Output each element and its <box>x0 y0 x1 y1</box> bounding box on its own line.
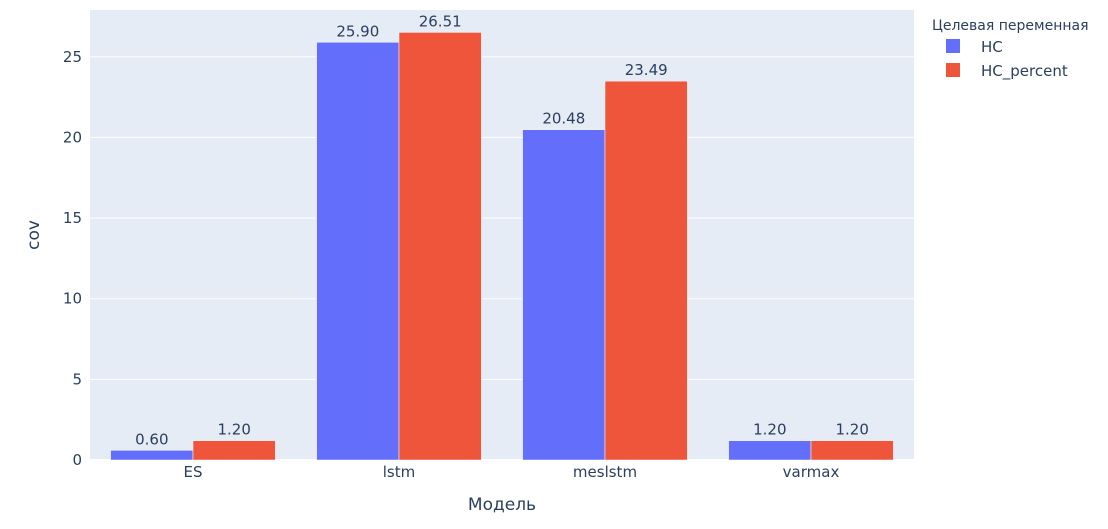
bar-HC_percent-meslstm[interactable] <box>604 80 688 461</box>
x-tick-label: lstm <box>383 463 415 481</box>
legend-swatch-HC_percent[interactable] <box>946 63 960 77</box>
bar-HC-meslstm[interactable] <box>522 129 606 461</box>
legend[interactable]: Целевая переменная HC HC_percent <box>932 18 1089 81</box>
y-tick-label: 25 <box>63 48 82 66</box>
bar-value-label: 1.20 <box>753 421 786 439</box>
bar-HC-ES[interactable] <box>110 450 194 461</box>
x-tick-label: meslstm <box>573 463 637 481</box>
y-tick-label: 10 <box>63 290 82 308</box>
bar-HC_percent-lstm[interactable] <box>398 32 482 461</box>
bar-labels: 0.60 1.20 25.90 26.51 20.48 23.49 1.20 1.20 <box>135 12 869 448</box>
bar-HC-lstm[interactable] <box>316 42 400 461</box>
x-axis-title: Модель <box>468 495 536 515</box>
y-axis-title: cov <box>24 220 44 250</box>
bar-value-label: 26.51 <box>419 12 462 30</box>
y-tick-label: 5 <box>72 370 82 388</box>
bar-value-label: 25.90 <box>336 22 379 40</box>
bar-HC_percent-varmax[interactable] <box>810 440 894 461</box>
x-tick-label: varmax <box>783 463 840 481</box>
bars[interactable] <box>110 32 894 461</box>
bar-value-label: 1.20 <box>217 421 250 439</box>
bar-value-label: 20.48 <box>542 110 585 128</box>
y-ticks: 0 5 10 15 20 25 <box>63 48 82 469</box>
y-tick-label: 20 <box>63 128 82 146</box>
plot-area <box>90 10 914 460</box>
bar-HC-varmax[interactable] <box>728 440 812 461</box>
y-tick-label: 0 <box>72 451 82 469</box>
legend-swatch-HC[interactable] <box>946 39 960 53</box>
legend-item-HC_percent[interactable]: HC_percent <box>981 62 1068 81</box>
legend-item-HC[interactable]: HC <box>981 38 1003 56</box>
x-tick-label: ES <box>184 463 203 481</box>
x-ticks: ES lstm meslstm varmax <box>184 463 840 481</box>
bar-value-label: 1.20 <box>835 421 868 439</box>
y-tick-label: 15 <box>63 209 82 227</box>
bar-value-label: 23.49 <box>625 61 668 79</box>
bar-HC_percent-ES[interactable] <box>192 440 276 461</box>
legend-title: Целевая переменная <box>932 18 1089 34</box>
bar-value-label: 0.60 <box>135 430 168 448</box>
